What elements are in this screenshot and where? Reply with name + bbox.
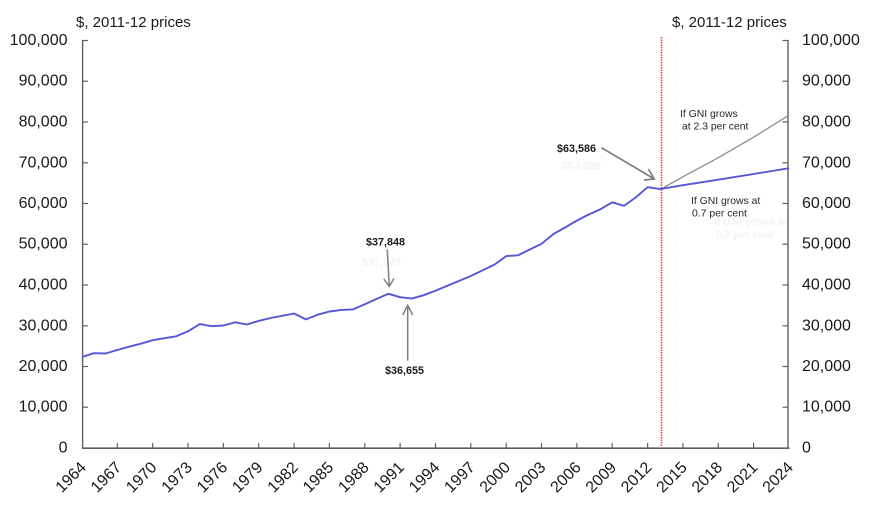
svg-text:$63,586: $63,586 (562, 160, 601, 172)
svg-text:0.7 per cent: 0.7 per cent (716, 230, 774, 241)
svg-text:30,000: 30,000 (19, 317, 68, 334)
svg-text:50,000: 50,000 (802, 236, 851, 253)
svg-text:80,000: 80,000 (19, 114, 68, 131)
svg-text:40,000: 40,000 (19, 277, 68, 294)
svg-text:10,000: 10,000 (802, 399, 851, 416)
svg-text:90,000: 90,000 (802, 73, 851, 90)
svg-text:If GNI grows at: If GNI grows at (691, 196, 760, 207)
svg-text:0: 0 (59, 440, 68, 457)
svg-text:60,000: 60,000 (19, 195, 68, 212)
svg-text:$37,848: $37,848 (362, 257, 401, 269)
svg-text:40,000: 40,000 (802, 277, 851, 294)
svg-text:If GNI grows at: If GNI grows at (714, 217, 788, 228)
svg-text:50,000: 50,000 (19, 236, 68, 253)
svg-text:100,000: 100,000 (10, 32, 68, 49)
svg-text:100,000: 100,000 (802, 32, 860, 49)
svg-text:90,000: 90,000 (19, 73, 68, 90)
svg-text:at 2.3 per cent: at 2.3 per cent (682, 122, 749, 133)
svg-text:70,000: 70,000 (19, 154, 68, 171)
svg-text:$37,848: $37,848 (366, 237, 405, 249)
svg-text:80,000: 80,000 (802, 114, 851, 131)
svg-text:$36,655: $36,655 (385, 365, 424, 377)
svg-text:20,000: 20,000 (19, 358, 68, 375)
svg-text:$, 2011-12 prices: $, 2011-12 prices (76, 14, 191, 31)
svg-text:0: 0 (802, 440, 811, 457)
svg-text:10,000: 10,000 (19, 399, 68, 416)
svg-text:60,000: 60,000 (802, 195, 851, 212)
svg-text:If GNI grows: If GNI grows (680, 109, 738, 120)
svg-text:20,000: 20,000 (802, 358, 851, 375)
svg-text:30,000: 30,000 (802, 317, 851, 334)
svg-text:$, 2011-12 prices: $, 2011-12 prices (672, 14, 787, 31)
svg-text:0.7 per cent: 0.7 per cent (692, 209, 747, 220)
svg-text:$63,586: $63,586 (557, 143, 596, 155)
svg-text:70,000: 70,000 (802, 154, 851, 171)
